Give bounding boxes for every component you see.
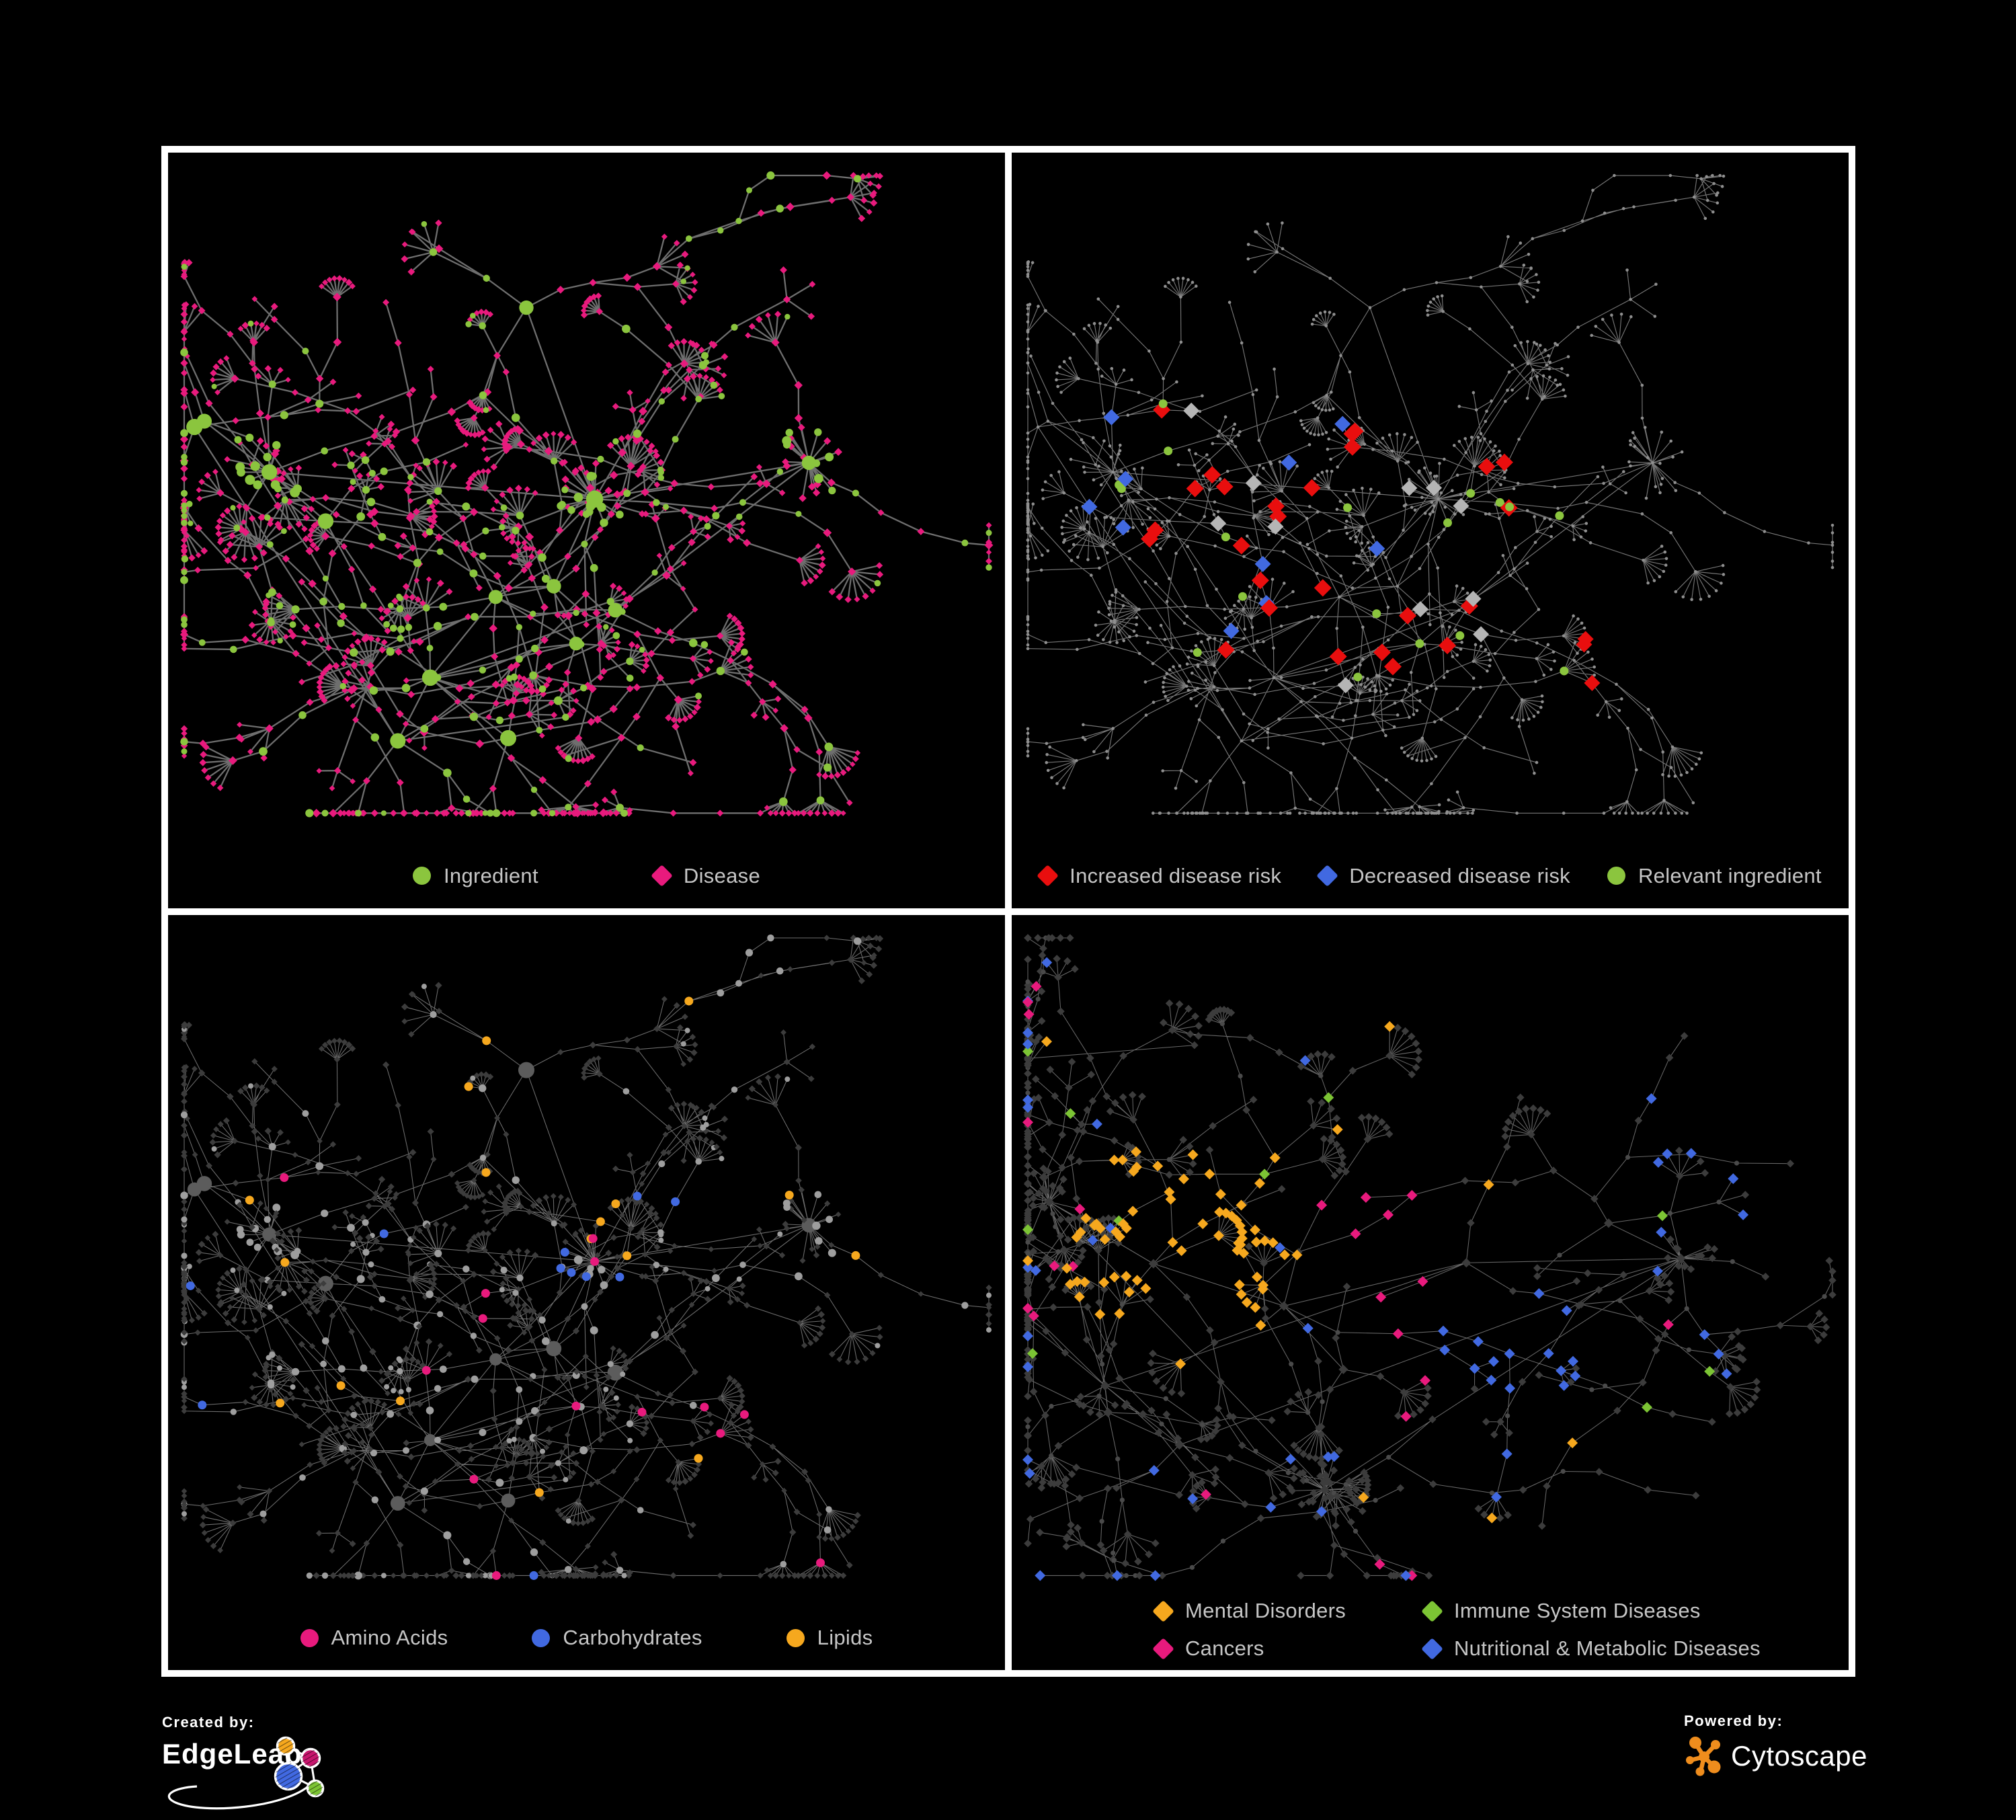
- legend-disease-risk: Increased disease risk Decreased disease…: [1012, 864, 1849, 888]
- legend-item: Carbohydrates: [532, 1626, 702, 1650]
- legend-item: Decreased disease risk: [1316, 863, 1570, 888]
- network-graph-disease-risk: [1026, 173, 1834, 815]
- legend-swatch-increased-risk: [1037, 865, 1059, 887]
- legend-swatch-carbohydrates: [532, 1628, 551, 1647]
- legend-label: Ingredient: [444, 863, 538, 887]
- figure-grid: Ingredient Disease Increased disease ris…: [161, 146, 1855, 1677]
- cytoscape-credit: Powered by: Cytoscape: [1684, 1712, 1867, 1777]
- network-graph-ingredient-disease: [179, 171, 994, 818]
- cytoscape-icon: [1686, 1737, 1721, 1776]
- legend-disease-classes: Mental Disorders Immune System Diseases …: [1152, 1599, 1761, 1661]
- edgeleap-credit: Created by: EdgeLeap: [162, 1714, 444, 1810]
- legend-ingredient-disease: Ingredient Disease: [168, 864, 1005, 888]
- legend-label: Immune System Diseases: [1454, 1599, 1701, 1622]
- legend-label: Carbohydrates: [563, 1626, 702, 1649]
- legend-label: Amino Acids: [331, 1626, 448, 1649]
- legend-item: Nutritional & Metabolic Diseases: [1421, 1636, 1761, 1661]
- legend-swatch-relevant-ingredient: [1607, 867, 1625, 885]
- legend-item: Amino Acids: [300, 1626, 448, 1650]
- legend-swatch-mental-disorders: [1152, 1599, 1174, 1622]
- legend-swatch-amino-acids: [300, 1628, 319, 1647]
- legend-label: Relevant ingredient: [1638, 863, 1822, 887]
- legend-item: Relevant ingredient: [1607, 864, 1822, 888]
- legend-swatch-lipids: [786, 1628, 805, 1647]
- legend-swatch-nutritional-metabolic-diseases: [1421, 1637, 1443, 1660]
- panel-disease-classes: Mental Disorders Immune System Diseases …: [1012, 914, 1849, 1670]
- powered-by-label: Powered by:: [1684, 1712, 1783, 1729]
- legend-label: Nutritional & Metabolic Diseases: [1454, 1636, 1761, 1660]
- legend-swatch-decreased-risk: [1316, 865, 1339, 887]
- panel-ingredient-disease: Ingredient Disease: [168, 153, 1005, 908]
- legend-item: Mental Disorders: [1152, 1599, 1423, 1623]
- panel-nutrient-classes: Amino Acids Carbohydrates Lipids: [168, 914, 1005, 1670]
- legend-swatch-immune-system-diseases: [1421, 1599, 1443, 1622]
- legend-swatch-cancers: [1152, 1637, 1174, 1660]
- legend-item: Increased disease risk: [1037, 863, 1282, 888]
- legend-nutrient-classes: Amino Acids Carbohydrates Lipids: [168, 1626, 1005, 1650]
- legend-item: Cancers: [1152, 1636, 1423, 1661]
- legend-item: Disease: [650, 863, 760, 888]
- legend-label: Lipids: [817, 1626, 873, 1649]
- legend-label: Cancers: [1185, 1636, 1264, 1660]
- legend-label: Mental Disorders: [1185, 1599, 1346, 1622]
- network-graph-disease-classes: [1022, 933, 1837, 1581]
- legend-item: Ingredient: [413, 864, 538, 888]
- legend-label: Disease: [683, 863, 760, 887]
- legend-label: Increased disease risk: [1070, 863, 1282, 887]
- legend-swatch-ingredient: [413, 867, 431, 885]
- network-graph-nutrient-classes: [180, 934, 993, 1580]
- created-by-label: Created by:: [162, 1714, 255, 1731]
- edgeleap-logo: EdgeLeap: [162, 1731, 444, 1810]
- cytoscape-wordmark: Cytoscape: [1731, 1740, 1867, 1772]
- legend-item: Immune System Diseases: [1421, 1599, 1761, 1623]
- panel-disease-risk: Increased disease risk Decreased disease…: [1012, 153, 1849, 908]
- edgeleap-logo-icon: [167, 1736, 325, 1810]
- legend-swatch-disease: [650, 865, 673, 887]
- legend-label: Decreased disease risk: [1349, 863, 1570, 887]
- legend-item: Lipids: [786, 1626, 873, 1650]
